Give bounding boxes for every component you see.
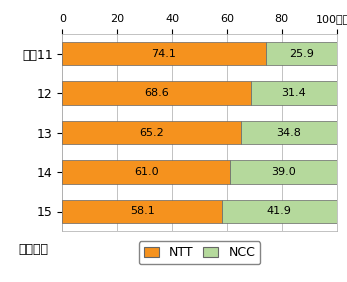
Text: 25.9: 25.9: [289, 49, 314, 59]
Legend: NTT, NCC: NTT, NCC: [139, 241, 260, 265]
Text: 65.2: 65.2: [139, 127, 164, 138]
Text: 39.0: 39.0: [271, 167, 296, 177]
Text: 68.6: 68.6: [144, 88, 169, 98]
Text: （年度）: （年度）: [19, 243, 49, 256]
Bar: [62, 81, 251, 105]
Text: 61.0: 61.0: [134, 167, 158, 177]
Bar: [222, 200, 337, 223]
Bar: [62, 121, 241, 144]
Bar: [62, 200, 222, 223]
Text: 58.1: 58.1: [130, 206, 154, 217]
Text: 41.9: 41.9: [267, 206, 291, 217]
Text: 74.1: 74.1: [152, 49, 177, 59]
Bar: [241, 121, 337, 144]
Bar: [265, 42, 337, 65]
Bar: [230, 160, 337, 184]
Bar: [62, 42, 265, 65]
Bar: [251, 81, 337, 105]
Bar: [62, 160, 230, 184]
Text: 31.4: 31.4: [281, 88, 306, 98]
Text: 34.8: 34.8: [277, 127, 301, 138]
